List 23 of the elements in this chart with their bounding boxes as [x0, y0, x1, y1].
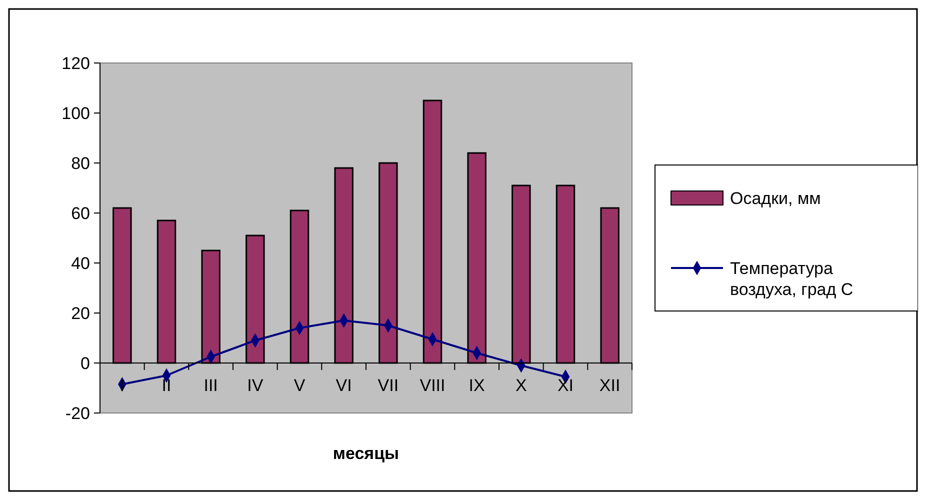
x-tick-label: XI [557, 376, 574, 395]
x-tick-label: VIII [420, 376, 446, 395]
legend-label: Осадки, мм [730, 188, 821, 208]
x-tick-label: IV [247, 376, 264, 395]
x-tick-label: VII [378, 376, 399, 395]
x-tick-label: II [162, 376, 172, 395]
y-tick-label: 100 [62, 104, 90, 123]
y-tick-label: 40 [71, 254, 90, 273]
x-axis-title: месяцы [332, 444, 400, 463]
x-tick-label: V [294, 376, 306, 395]
x-tick-label: I [120, 376, 125, 395]
x-tick-label: VI [336, 376, 352, 395]
y-tick-label: 120 [62, 54, 90, 73]
x-tick-label: III [204, 376, 218, 395]
y-tick-label: -20 [65, 404, 90, 423]
x-tick-label: XII [599, 376, 620, 395]
x-tick-label: IX [468, 376, 485, 395]
y-tick-label: 80 [71, 154, 90, 173]
y-tick-label: 20 [71, 304, 90, 323]
y-tick-label: 60 [71, 204, 90, 223]
x-tick-label: X [515, 376, 527, 395]
y-tick-label: 0 [80, 354, 90, 373]
legend-label: Температура воздуха, град С [730, 258, 854, 300]
